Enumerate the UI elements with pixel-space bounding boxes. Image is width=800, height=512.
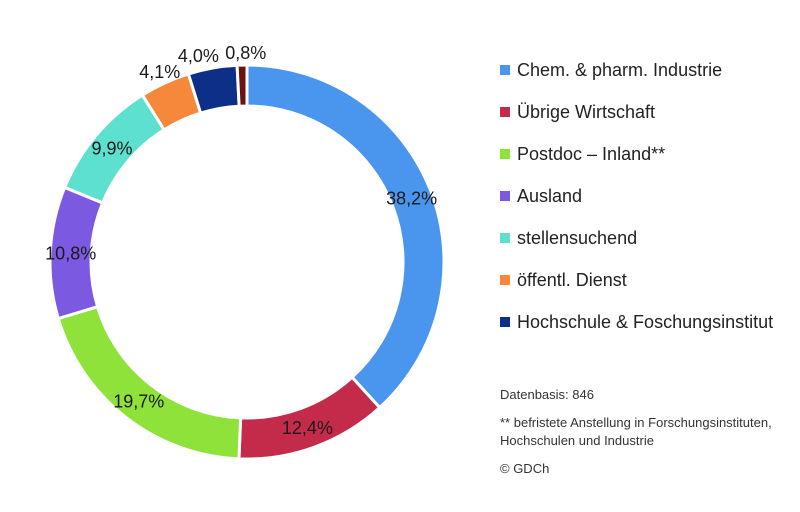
data-basis-note: Datenbasis: 846 bbox=[500, 387, 594, 402]
donut-slice-sonstige bbox=[235, 63, 249, 108]
donut-svg: 38,2% 12,4% 19,7% 10,8% 9,9% 4,1%4,0% 0,8% bbox=[45, 43, 446, 461]
legend-label: Ausland bbox=[517, 186, 583, 206]
footnote: ** befristete Anstellung in Forschungsin… bbox=[500, 415, 772, 448]
legend-item: öffentl. Dienst bbox=[500, 268, 790, 292]
legend-swatch bbox=[500, 233, 510, 243]
legend-label: stellensuchend bbox=[517, 228, 638, 248]
donut-chart: 38,2% 12,4% 19,7% 10,8% 9,9% 4,1% 4,0% 0,8% bbox=[45, 43, 446, 461]
data-label-chem-pharm-industrie: 38,2% bbox=[386, 188, 437, 208]
legend-swatch bbox=[500, 275, 510, 285]
legend-swatch bbox=[500, 149, 510, 159]
legend-swatch bbox=[500, 191, 510, 201]
legend-item: Übrige Wirtschaft bbox=[500, 100, 790, 124]
legend-label: Hochschule & Foschungsinstitut bbox=[517, 312, 774, 332]
legend-label: öffentl. Dienst bbox=[517, 270, 627, 290]
chart-notes: Datenbasis: 846 ** befristete Anstellung… bbox=[500, 386, 790, 488]
legend-swatch bbox=[500, 107, 510, 117]
legend-label: Übrige Wirtschaft bbox=[517, 102, 656, 122]
data-label-offentl-dienst: 4,1% bbox=[139, 62, 180, 82]
data-label-sonstige: 0,8% bbox=[225, 43, 266, 63]
data-label-hochschule-foschungsinstitut: 4,0% bbox=[178, 46, 219, 66]
chart-legend: Chem. & pharm. Industrie Übrige Wirtschaf… bbox=[500, 58, 790, 352]
legend-label: Postdoc – Inland** bbox=[517, 144, 666, 164]
donut-slice-postdoc-inland bbox=[56, 304, 243, 461]
legend-swatch bbox=[500, 317, 510, 327]
legend-label: Chem. & pharm. Industrie bbox=[517, 60, 723, 80]
legend-swatch bbox=[500, 65, 510, 75]
legend-item: Postdoc – Inland** bbox=[500, 142, 790, 166]
legend-item: Chem. & pharm. Industrie bbox=[500, 58, 790, 82]
data-label-postdoc-inland: 19,7% bbox=[113, 391, 164, 411]
donut-slice-chem-pharm-industrie bbox=[245, 63, 446, 410]
legend-item: Hochschule & Foschungsinstitut bbox=[500, 310, 790, 334]
legend-item: Ausland bbox=[500, 184, 790, 208]
data-label-ubrige-wirtschaft: 12,4% bbox=[282, 418, 333, 438]
legend-item: stellensuchend bbox=[500, 226, 790, 250]
copyright-note: © GDCh bbox=[500, 461, 550, 476]
data-label-stellensuchend: 9,9% bbox=[91, 138, 132, 158]
data-label-ausland: 10,8% bbox=[45, 243, 96, 263]
